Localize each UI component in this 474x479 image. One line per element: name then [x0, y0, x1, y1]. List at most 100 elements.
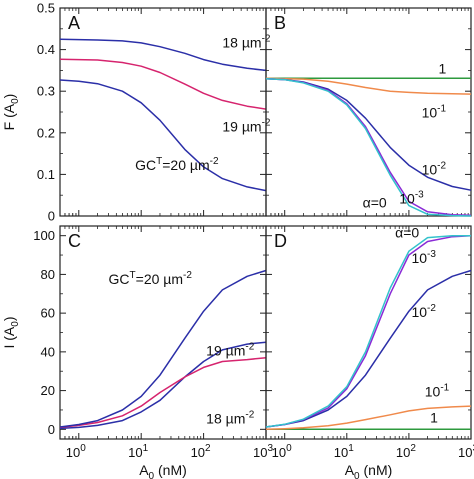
annotation-text: GC — [109, 271, 130, 287]
annotation-text: GC — [135, 157, 156, 173]
series-line-3 — [59, 269, 267, 428]
x-tick-base: 10 — [458, 445, 472, 460]
y-label-paren: (A — [1, 103, 17, 122]
x-tick-exponent: 0 — [286, 443, 292, 454]
y-tick-label: 0.1 — [37, 167, 55, 182]
x-tick-exponent: 3 — [267, 443, 273, 454]
annotation-text: 1 — [439, 60, 447, 76]
x-tick-label: 101 — [334, 443, 354, 460]
y-axis-label: I (A0) — [1, 316, 21, 348]
label-19: 19 µm-2 — [222, 118, 271, 135]
annotation-superscript: -2 — [210, 156, 219, 167]
series-line-1 — [59, 341, 267, 430]
annotation-superscript: -2 — [245, 342, 254, 353]
label-10-3: 10-3 — [399, 190, 424, 207]
x-tick-label: 102 — [396, 443, 416, 460]
annotation-text: =20 µm — [136, 271, 183, 287]
y-label-close: ) — [1, 316, 17, 321]
annotation-text: 19 µm — [222, 119, 261, 135]
x-label-unit: (nM) — [360, 462, 393, 478]
x-tick-exponent: 2 — [205, 443, 211, 454]
annotation-text: 10 — [411, 304, 427, 320]
x-tick-label: 103 — [458, 443, 474, 460]
x-axis-label: A0 (nM) — [345, 462, 393, 479]
panel-label: A — [68, 13, 80, 33]
panel-frame — [59, 225, 267, 440]
y-label-paren: (A — [1, 326, 17, 345]
x-label-sub: 0 — [149, 471, 155, 479]
annotation-superscript: -1 — [440, 382, 449, 393]
x-tick-base: 10 — [334, 445, 348, 460]
y-label-sub: 0 — [10, 321, 21, 327]
y-tick-label: 100 — [33, 228, 55, 243]
annotation-text: 19 µm — [206, 343, 245, 359]
x-tick-base: 10 — [191, 445, 205, 460]
y-tick-label: 20 — [41, 383, 55, 398]
y-label-sub: 0 — [10, 98, 21, 104]
y-axis-label: F (A0) — [1, 94, 21, 131]
annotation-superscript: -1 — [437, 103, 446, 114]
annotation-superscript: -2 — [183, 270, 192, 281]
x-tick-exponent: 2 — [410, 443, 416, 454]
y-label-symbol: I — [1, 345, 17, 349]
label-20: GCT=20 µm-2 — [135, 156, 219, 173]
label-10-1: 10-1 — [425, 382, 450, 399]
series-line-3 — [59, 79, 267, 192]
annotation-text: 1 — [430, 410, 438, 426]
x-label-unit: (nM) — [154, 462, 187, 478]
label-10-2: 10-2 — [422, 160, 447, 177]
y-tick-label: 40 — [41, 344, 55, 359]
series-line-2 — [59, 58, 267, 110]
x-tick-base: 10 — [128, 445, 142, 460]
annotation-text: 18 µm — [222, 35, 261, 51]
annotation-superscript: -3 — [415, 190, 424, 201]
label-18: 18 µm-2 — [206, 410, 255, 427]
annotation-text: α=0 — [395, 225, 419, 241]
y-tick-label: 0 — [48, 422, 55, 437]
annotation-text: α=0 — [363, 195, 387, 211]
annotation-text: 10 — [422, 161, 438, 177]
y-tick-label: 0.2 — [37, 125, 55, 140]
x-tick-label: 100 — [272, 443, 292, 460]
annotation-text: 10 — [422, 104, 438, 120]
annotation-text: 18 µm — [206, 411, 245, 427]
x-label-sub: 0 — [354, 471, 360, 479]
label-10-1: 10-1 — [422, 103, 447, 120]
y-label-close: ) — [1, 94, 17, 99]
annotation-text: 10 — [411, 250, 427, 266]
annotation-superscript: T — [156, 156, 162, 167]
label-alpha0: α=0 — [395, 225, 419, 241]
x-tick-exponent: 0 — [80, 443, 86, 454]
y-tick-label: 0.5 — [37, 1, 55, 16]
x-tick-label: 100 — [66, 443, 86, 460]
y-tick-label: 60 — [41, 306, 55, 321]
series-line-1 — [59, 38, 267, 72]
label-18: 18 µm-2 — [222, 34, 271, 51]
annotation-text: 10 — [399, 191, 415, 207]
x-tick-exponent: 3 — [472, 443, 474, 454]
label-1: 1 — [439, 60, 447, 76]
label-alpha0: α=0 — [363, 195, 387, 211]
x-tick-base: 10 — [272, 445, 286, 460]
y-tick-label: 0 — [48, 209, 55, 224]
label-19: 19 µm-2 — [206, 342, 255, 359]
y-tick-label: 0.3 — [37, 84, 55, 99]
panel-label: D — [274, 231, 287, 251]
series-line-2 — [59, 356, 267, 429]
series-line-5 — [265, 234, 471, 428]
label-1: 1 — [430, 410, 438, 426]
annotation-superscript: -2 — [427, 303, 436, 314]
label-20: GCT=20 µm-2 — [109, 270, 193, 287]
label-10-3: 10-3 — [411, 249, 436, 266]
y-tick-label: 80 — [41, 267, 55, 282]
x-tick-exponent: 1 — [143, 443, 149, 454]
x-tick-label: 102 — [191, 443, 211, 460]
x-axis-label: A0 (nM) — [139, 462, 187, 479]
x-tick-base: 10 — [253, 445, 267, 460]
annotation-superscript: T — [130, 270, 136, 281]
x-label-symbol: A — [139, 462, 149, 478]
x-tick-base: 10 — [66, 445, 80, 460]
